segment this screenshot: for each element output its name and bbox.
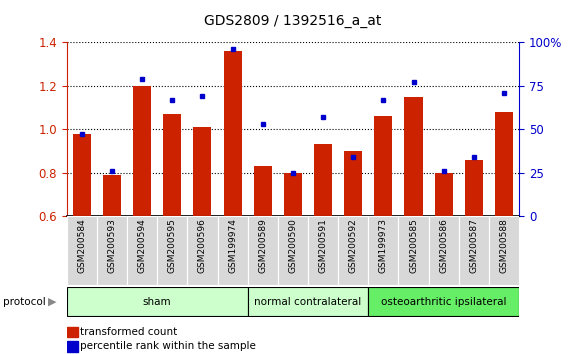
Text: GSM200591: GSM200591 [318,218,328,273]
FancyBboxPatch shape [248,216,278,285]
Bar [495,112,513,216]
Text: GSM200584: GSM200584 [77,218,86,273]
Bar [193,127,212,216]
Text: GSM200589: GSM200589 [258,218,267,273]
Text: GSM200594: GSM200594 [137,218,147,273]
FancyBboxPatch shape [308,216,338,285]
Bar [284,172,302,216]
FancyBboxPatch shape [187,216,218,285]
FancyBboxPatch shape [157,216,187,285]
FancyBboxPatch shape [248,287,368,316]
Bar [253,166,272,216]
Bar [374,116,393,216]
Bar [133,86,151,216]
Text: GSM200592: GSM200592 [349,218,358,273]
FancyBboxPatch shape [338,216,368,285]
FancyBboxPatch shape [67,216,97,285]
FancyBboxPatch shape [368,216,398,285]
Bar [434,172,453,216]
Text: normal contralateral: normal contralateral [255,297,361,307]
FancyBboxPatch shape [218,216,248,285]
Bar [314,144,332,216]
FancyBboxPatch shape [459,216,489,285]
Bar [67,341,78,352]
Text: GSM200587: GSM200587 [469,218,478,273]
Bar [103,175,121,216]
Text: osteoarthritic ipsilateral: osteoarthritic ipsilateral [381,297,506,307]
Bar [72,133,91,216]
Bar [404,97,423,216]
Text: GSM200588: GSM200588 [499,218,509,273]
FancyBboxPatch shape [127,216,157,285]
Bar [344,151,362,216]
FancyBboxPatch shape [97,216,127,285]
Text: protocol: protocol [3,297,46,307]
Text: ▶: ▶ [48,297,57,307]
Bar [465,160,483,216]
FancyBboxPatch shape [368,287,519,316]
Text: GSM200585: GSM200585 [409,218,418,273]
Text: GSM200595: GSM200595 [168,218,177,273]
Text: GSM200590: GSM200590 [288,218,298,273]
Text: GSM200586: GSM200586 [439,218,448,273]
FancyBboxPatch shape [67,287,248,316]
Text: GSM200596: GSM200596 [198,218,207,273]
Text: sham: sham [143,297,172,307]
FancyBboxPatch shape [278,216,308,285]
FancyBboxPatch shape [429,216,459,285]
Bar [67,327,78,337]
Text: GDS2809 / 1392516_a_at: GDS2809 / 1392516_a_at [204,14,382,28]
Bar [163,114,182,216]
Text: GSM199974: GSM199974 [228,218,237,273]
FancyBboxPatch shape [489,216,519,285]
Text: transformed count: transformed count [80,327,177,337]
Text: GSM199973: GSM199973 [379,218,388,273]
Bar [223,51,242,216]
Text: percentile rank within the sample: percentile rank within the sample [80,342,256,352]
Text: GSM200593: GSM200593 [107,218,117,273]
FancyBboxPatch shape [398,216,429,285]
